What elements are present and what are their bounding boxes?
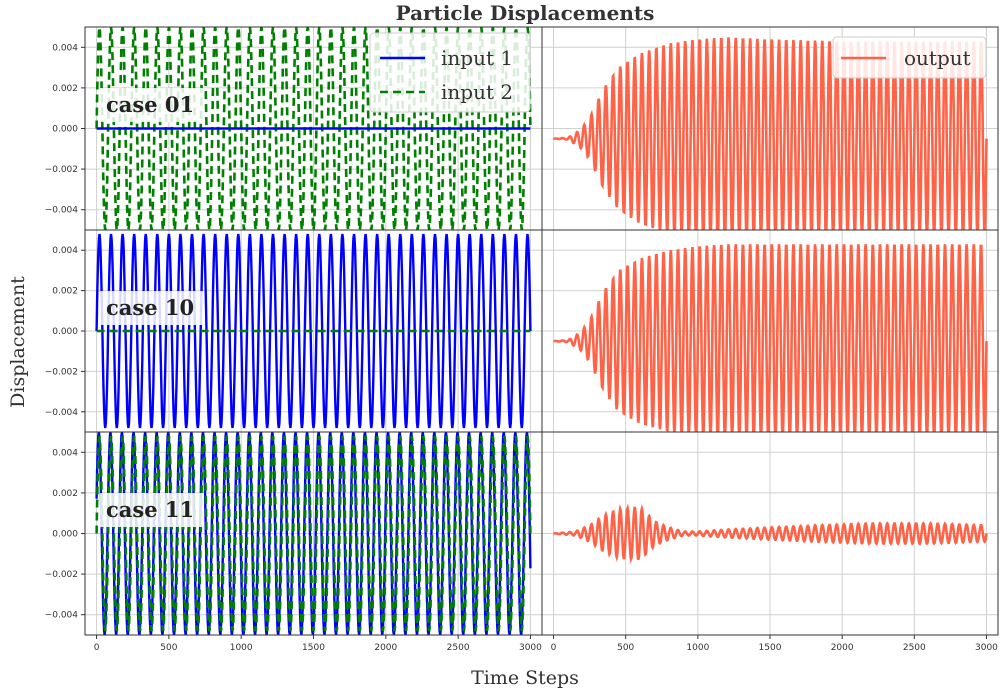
series-input-1-line bbox=[95, 233, 532, 429]
x-tick-label: 2000 bbox=[831, 643, 854, 653]
x-tick-label: 2000 bbox=[374, 643, 397, 653]
x-tick-label: 0 bbox=[94, 643, 100, 653]
y-tick-label: 0.004 bbox=[52, 43, 78, 53]
y-tick-label: 0.002 bbox=[52, 84, 78, 94]
y-tick-label: 0.004 bbox=[52, 448, 78, 458]
plot-area bbox=[553, 244, 988, 432]
y-tick-label: −0.004 bbox=[45, 206, 79, 216]
y-tick-label: −0.004 bbox=[45, 611, 79, 621]
plot-area bbox=[95, 432, 532, 635]
legend-box bbox=[832, 36, 987, 79]
panel-3-output: 0 500 1000 1500 2000 2500 3000 bbox=[541, 431, 999, 653]
series-output-line bbox=[553, 244, 988, 432]
y-tick-label: −0.004 bbox=[45, 408, 79, 418]
plot-area bbox=[95, 27, 532, 230]
series-output-line bbox=[553, 503, 988, 564]
case-label-box bbox=[100, 291, 204, 325]
legend-label-input-1: input 1 bbox=[441, 46, 513, 70]
y-tick-label: 0.002 bbox=[52, 287, 78, 297]
series-output-line bbox=[553, 37, 988, 230]
case-label-text: case 10 bbox=[106, 295, 194, 320]
case-label-box bbox=[100, 88, 204, 122]
y-tick-label: −0.002 bbox=[45, 570, 78, 580]
x-tick-label: 1500 bbox=[759, 643, 782, 653]
y-tick-label: 0.004 bbox=[52, 246, 78, 256]
plot-area bbox=[95, 233, 532, 429]
plot-area bbox=[553, 37, 988, 230]
y-tick-label: −0.002 bbox=[45, 165, 78, 175]
legend-inputs: input 1 input 2 bbox=[369, 32, 531, 113]
panel-2-inputs: 0.004 0.002 0.000 −0.002 −0.004 case 10 bbox=[45, 229, 543, 433]
series-input-2-line bbox=[95, 435, 532, 632]
case-label: case 11 bbox=[100, 493, 204, 527]
legend-output: output bbox=[832, 36, 987, 79]
y-tick-label: −0.002 bbox=[45, 367, 78, 377]
legend-label-input-2: input 2 bbox=[441, 80, 513, 104]
y-axis-label: Displacement bbox=[7, 276, 29, 408]
case-label-text: case 01 bbox=[106, 92, 194, 117]
panel-1-output: output bbox=[541, 26, 999, 231]
x-tick-label: 500 bbox=[160, 643, 177, 653]
y-tick-label: 0.002 bbox=[52, 489, 78, 499]
x-tick-label: 1000 bbox=[230, 643, 253, 653]
x-tick-label: 2500 bbox=[903, 643, 926, 653]
x-tick-label: 0 bbox=[551, 643, 557, 653]
y-tick-label: 0.000 bbox=[52, 530, 78, 540]
x-tick-label: 1500 bbox=[302, 643, 325, 653]
x-tick-label: 500 bbox=[617, 643, 634, 653]
panel-1-inputs: 0.004 0.002 0.000 −0.002 −0.004 case 01 input … bbox=[45, 26, 543, 231]
case-label-text: case 11 bbox=[106, 497, 194, 522]
y-tick-label: 0.000 bbox=[52, 327, 78, 337]
legend-label-output: output bbox=[904, 46, 971, 70]
y-tick-label: 0.000 bbox=[52, 125, 78, 135]
panel-grid: 0.004 0.002 0.000 −0.002 −0.004 case 01 input … bbox=[45, 26, 999, 653]
panel-2-output bbox=[541, 229, 999, 433]
x-tick-label: 3000 bbox=[519, 643, 542, 653]
x-tick-label: 3000 bbox=[975, 643, 998, 653]
case-label: case 10 bbox=[100, 291, 204, 325]
chart-title: Particle Displacements bbox=[396, 1, 655, 25]
x-tick-label: 2500 bbox=[447, 643, 470, 653]
case-label: case 01 bbox=[100, 88, 204, 122]
case-label-box bbox=[100, 493, 204, 527]
plot-area bbox=[553, 503, 988, 564]
x-axis-label: Time Steps bbox=[471, 667, 579, 689]
x-tick-label: 1000 bbox=[686, 643, 709, 653]
panel-3-inputs: 0.004 0.002 0.000 −0.002 −0.004 case 11 0 500 10… bbox=[45, 431, 543, 653]
